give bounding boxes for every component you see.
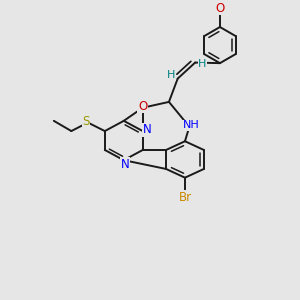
Text: Br: Br (178, 191, 191, 204)
Text: H: H (167, 70, 176, 80)
Text: N: N (143, 123, 152, 136)
Text: S: S (82, 115, 90, 128)
Text: O: O (138, 100, 147, 113)
Text: NH: NH (182, 120, 199, 130)
Text: H: H (198, 59, 207, 69)
Text: N: N (121, 158, 130, 171)
Text: O: O (215, 2, 225, 15)
